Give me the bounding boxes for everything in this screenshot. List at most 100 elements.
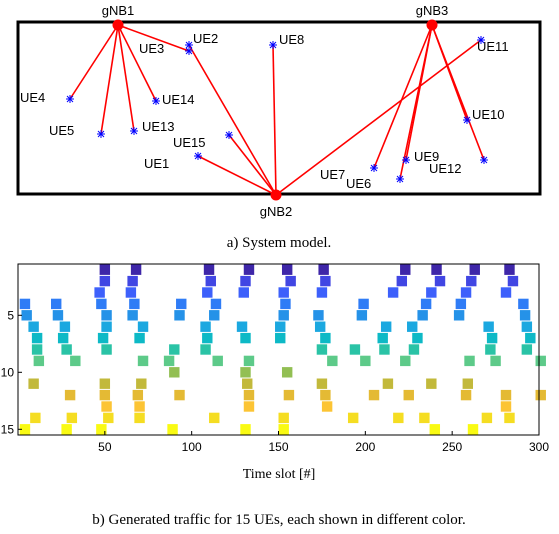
user-label-ue3: UE3 bbox=[139, 41, 164, 56]
traffic-block-ue13-1 bbox=[134, 401, 145, 412]
traffic-block-ue11-3 bbox=[242, 378, 253, 389]
traffic-block-ue1-2 bbox=[203, 264, 215, 275]
link-ue1 bbox=[197, 155, 277, 196]
traffic-block-ue3-5 bbox=[316, 287, 328, 298]
traffic-block-ue4-0 bbox=[19, 298, 31, 310]
traffic-block-ue13-2 bbox=[243, 401, 255, 412]
base-station-markers: gNB1 gNB3 gNB2 bbox=[102, 3, 449, 219]
traffic-block-ue10-0 bbox=[169, 367, 180, 378]
x-tick-label-250: 250 bbox=[442, 440, 462, 454]
traffic-block-ue9-3 bbox=[163, 355, 175, 367]
traffic-block-ue5-0 bbox=[21, 310, 32, 321]
traffic-block-ue15-6 bbox=[429, 424, 441, 435]
user-marker-ue12: UE12 bbox=[429, 156, 488, 176]
user-label-ue10: UE10 bbox=[472, 107, 505, 122]
traffic-block-ue7-10 bbox=[486, 332, 498, 344]
traffic-block-ue1-5 bbox=[318, 264, 329, 275]
traffic-block-ue13-3 bbox=[321, 401, 333, 412]
traffic-block-ue11-7 bbox=[462, 378, 474, 389]
traffic-block-ue6-4 bbox=[200, 321, 211, 332]
traffic-block-ue6-11 bbox=[521, 321, 533, 332]
traffic-block-ue9-6 bbox=[327, 355, 338, 367]
traffic-block-ue2-7 bbox=[434, 275, 446, 287]
traffic-block-ue3-3 bbox=[238, 287, 249, 298]
traffic-block-ue8-7 bbox=[379, 344, 390, 355]
x-tick-label-150: 150 bbox=[268, 440, 288, 454]
traffic-block-ue8-4 bbox=[200, 344, 211, 355]
traffic-block-ue12-7 bbox=[368, 389, 380, 401]
traffic-block-ue14-4 bbox=[209, 412, 220, 424]
user-label-ue7: UE7 bbox=[320, 167, 345, 182]
user-label-ue1: UE1 bbox=[144, 156, 169, 171]
user-marker-ue13: UE13 bbox=[130, 119, 175, 135]
traffic-block-ue11-0 bbox=[28, 378, 39, 389]
x-axis-label: Time slot [#] bbox=[243, 467, 316, 482]
traffic-block-ue2-0 bbox=[99, 275, 111, 287]
traffic-block-ue5-2 bbox=[101, 310, 112, 321]
link-ue3 bbox=[117, 24, 190, 52]
traffic-block-ue8-2 bbox=[101, 344, 112, 355]
x-tick-label-200: 200 bbox=[355, 440, 375, 454]
traffic-block-ue2-2 bbox=[205, 275, 216, 287]
traffic-block-ue6-9 bbox=[407, 321, 418, 332]
traffic-block-ue12-9 bbox=[460, 389, 472, 401]
link-ue4 bbox=[69, 24, 119, 100]
traffic-block-ue3-6 bbox=[387, 287, 399, 298]
x-axis-ticks: 50 100 150 200 250 300 bbox=[98, 431, 549, 454]
traffic-block-ue2-4 bbox=[285, 275, 296, 287]
traffic-block-ue12-0 bbox=[64, 389, 76, 401]
traffic-block-ue5-7 bbox=[313, 310, 324, 321]
traffic-block-ue5-1 bbox=[52, 310, 64, 321]
traffic-block-ue9-10 bbox=[490, 355, 501, 367]
traffic-block-ue11-4 bbox=[316, 378, 328, 389]
traffic-block-ue8-3 bbox=[169, 344, 180, 355]
traffic-block-ue9-0 bbox=[33, 355, 45, 367]
user-marker-ue8: UE8 bbox=[269, 32, 304, 49]
link-ue8 bbox=[272, 44, 277, 196]
traffic-block-ue12-2 bbox=[132, 389, 144, 401]
traffic-block-ue14-7 bbox=[393, 412, 404, 424]
user-label-ue9: UE9 bbox=[414, 149, 439, 164]
user-marker-ue11: UE11 bbox=[477, 36, 509, 54]
user-label-ue6: UE6 bbox=[346, 176, 371, 191]
traffic-block-ue4-8 bbox=[420, 298, 432, 310]
traffic-block-ue1-1 bbox=[130, 264, 142, 275]
traffic-block-ue9-2 bbox=[137, 355, 149, 367]
base-station-label-gnb3: gNB3 bbox=[416, 3, 449, 18]
traffic-block-ue3-7 bbox=[426, 287, 437, 298]
user-marker-ue6: UE6 bbox=[346, 175, 404, 191]
link-lines bbox=[69, 24, 485, 196]
user-label-ue4: UE4 bbox=[20, 90, 45, 105]
traffic-block-ue1-8 bbox=[469, 264, 480, 275]
traffic-block-ue13-0 bbox=[101, 401, 112, 412]
base-station-gnb1 bbox=[112, 19, 124, 31]
traffic-block-ue1-9 bbox=[504, 264, 515, 275]
traffic-block-ue15-3 bbox=[167, 424, 178, 435]
user-marker-ue15: UE15 bbox=[173, 131, 233, 150]
traffic-block-ue6-10 bbox=[483, 321, 494, 332]
traffic-block-ue14-5 bbox=[278, 412, 289, 424]
link-ue13 bbox=[117, 24, 135, 132]
link-ue9 bbox=[405, 24, 433, 161]
traffic-blocks bbox=[19, 264, 546, 435]
base-station-label-gnb1: gNB1 bbox=[102, 3, 135, 18]
traffic-block-ue6-1 bbox=[59, 321, 71, 332]
traffic-block-ue7-4 bbox=[202, 332, 213, 344]
traffic-block-ue5-10 bbox=[453, 310, 465, 321]
traffic-block-ue11-6 bbox=[426, 378, 437, 389]
y-axis-ticks: 5 10 15 bbox=[1, 308, 22, 436]
user-label-ue14: UE14 bbox=[162, 92, 195, 107]
traffic-block-ue12-10 bbox=[500, 389, 512, 401]
traffic-block-ue1-0 bbox=[99, 264, 111, 275]
traffic-block-ue12-11 bbox=[535, 389, 546, 401]
user-label-ue12: UE12 bbox=[429, 161, 462, 176]
traffic-block-ue15-4 bbox=[240, 424, 251, 435]
traffic-block-ue15-0 bbox=[19, 424, 31, 435]
traffic-block-ue12-6 bbox=[320, 389, 331, 401]
traffic-block-ue7-7 bbox=[320, 332, 331, 344]
traffic-block-ue6-3 bbox=[137, 321, 149, 332]
link-ue2 bbox=[188, 44, 277, 196]
traffic-block-ue11-2 bbox=[136, 378, 147, 389]
traffic-block-ue14-2 bbox=[103, 412, 114, 424]
